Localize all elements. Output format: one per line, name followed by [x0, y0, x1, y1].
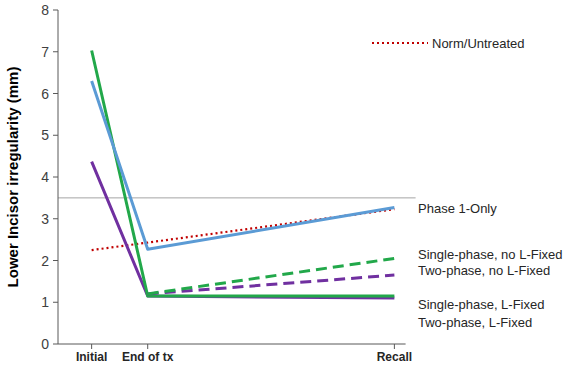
- x-tick: [394, 344, 395, 349]
- plot-area: [92, 51, 395, 299]
- legend-swatch: [372, 42, 428, 44]
- y-axis-label: Lower Incisor irregularity (mm): [4, 67, 21, 288]
- x-tick-label: Initial: [76, 350, 107, 364]
- x-tick-label: Recall: [377, 350, 412, 364]
- y-tick-label: 6: [41, 86, 49, 102]
- y-tick: [53, 260, 58, 261]
- y-tick-label: 1: [41, 294, 49, 310]
- y-tick: [53, 135, 58, 136]
- x-tick-label: End of tx: [122, 350, 174, 364]
- series-line: [92, 162, 395, 299]
- y-tick: [53, 93, 58, 94]
- chart: 0 1 2 3 4 5 6 7 8 Initial End of tx Recall Lower Inc…: [0, 0, 576, 372]
- y-tick-label: 7: [41, 44, 49, 60]
- y-tick-label: 5: [41, 127, 49, 143]
- series-label: Phase 1-Only: [418, 201, 497, 216]
- y-tick-label: 2: [41, 253, 49, 269]
- y-tick: [53, 177, 58, 178]
- series-label: Two-phase, no L-Fixed: [418, 263, 550, 278]
- y-tick-label: 8: [41, 2, 49, 18]
- y-tick: [53, 10, 58, 11]
- x-axis: [58, 344, 406, 345]
- series-label: Single-phase, L-Fixed: [418, 297, 544, 312]
- y-tick: [53, 302, 58, 303]
- y-tick: [53, 344, 58, 345]
- y-tick-label: 4: [41, 169, 49, 185]
- x-tick: [91, 344, 92, 349]
- series-line: [92, 81, 395, 249]
- y-tick-label: 3: [41, 211, 49, 227]
- y-tick: [53, 218, 58, 219]
- series-line: [92, 51, 395, 296]
- x-tick: [147, 344, 148, 349]
- legend-label: Norm/Untreated: [432, 36, 524, 51]
- series-line: [148, 258, 395, 293]
- series-label: Single-phase, no L-Fixed: [418, 247, 563, 262]
- reference-line: [58, 197, 416, 198]
- y-tick-label: 0: [41, 336, 49, 352]
- y-tick: [53, 51, 58, 52]
- series-label: Two-phase, L-Fixed: [418, 315, 532, 330]
- series-line: [148, 275, 395, 294]
